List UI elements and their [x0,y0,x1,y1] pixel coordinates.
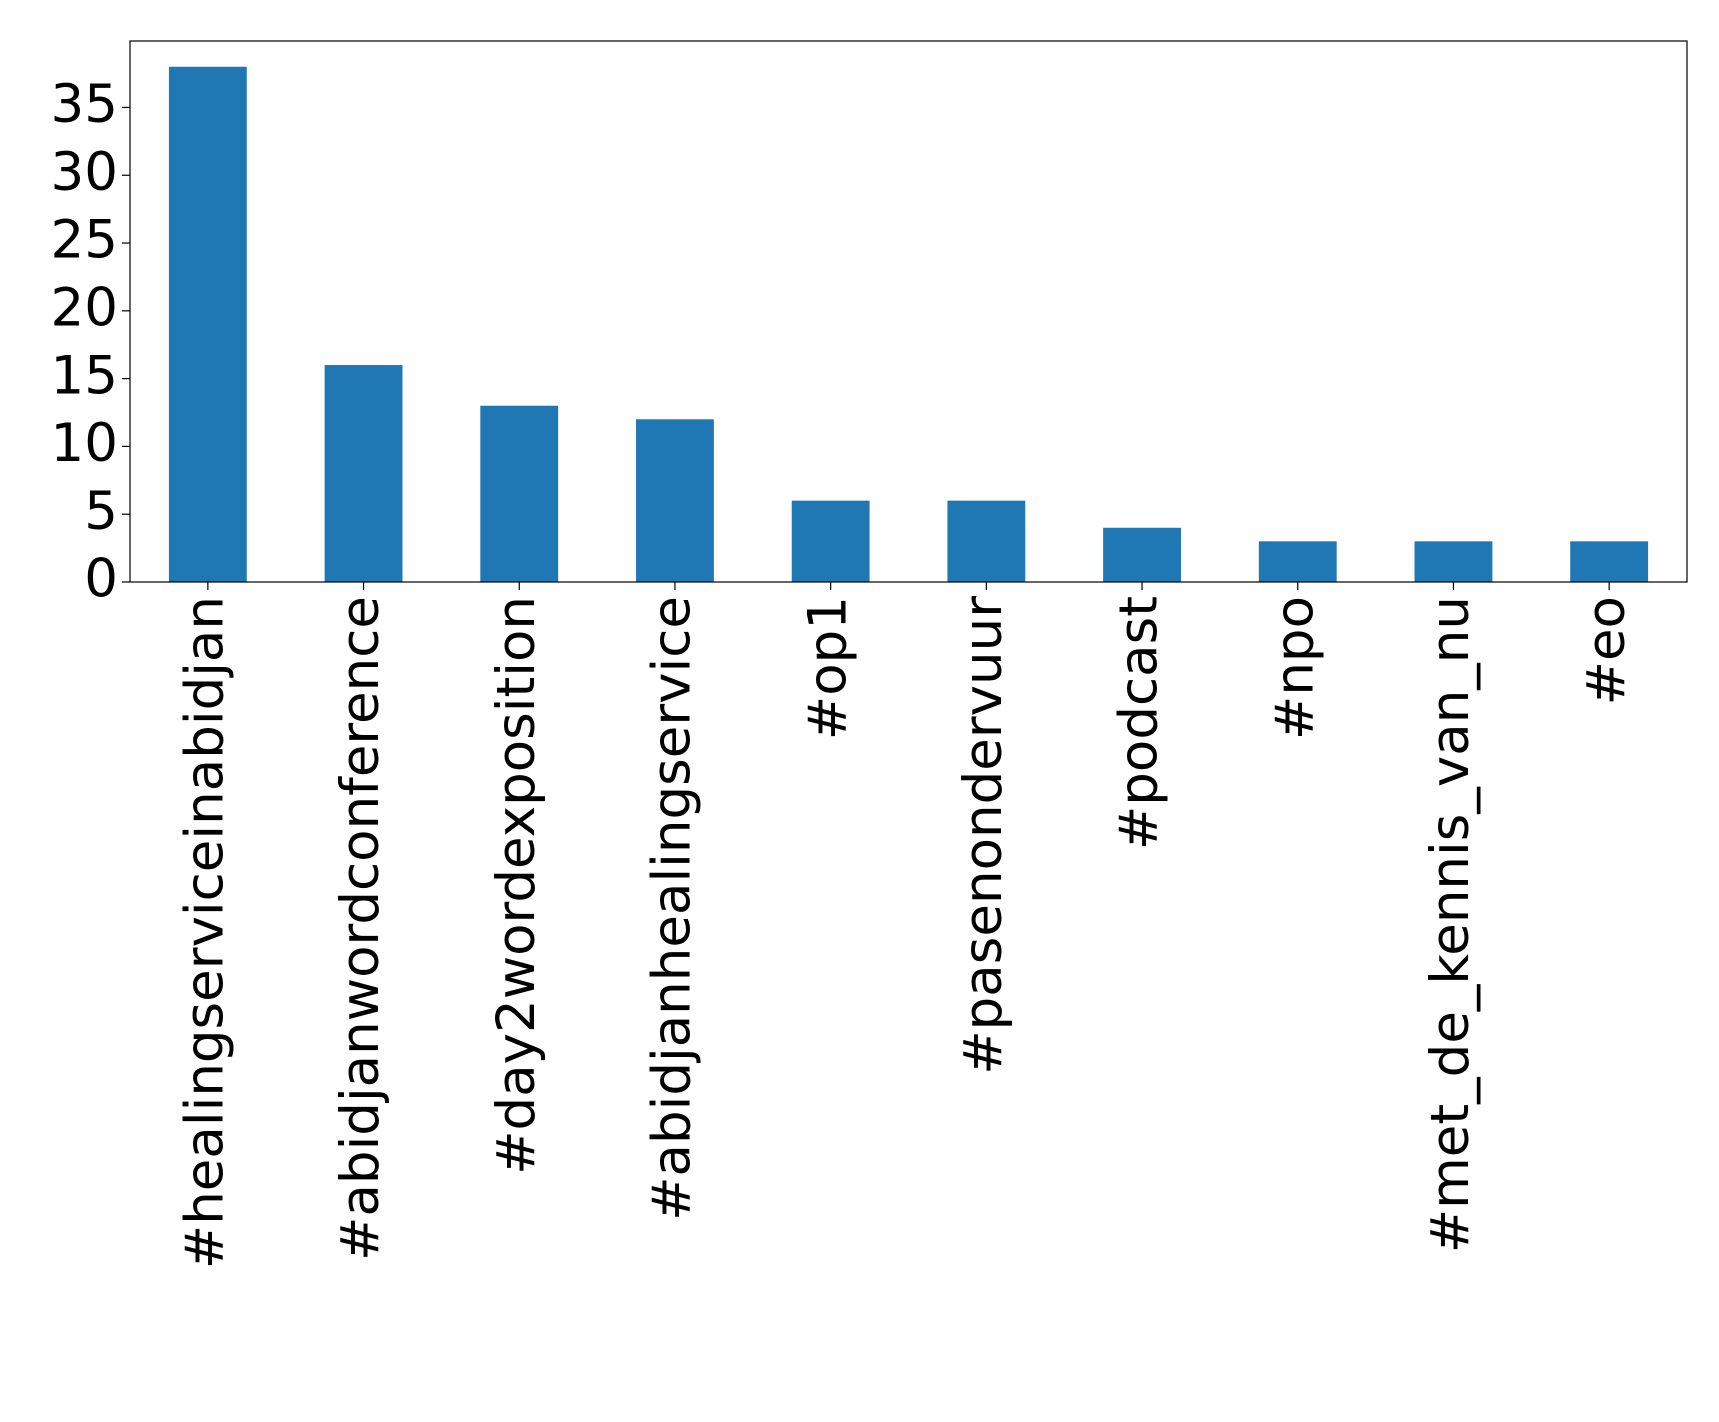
bar [947,500,1026,582]
x-tick-label: #met_de_kennis_van_nu [1420,596,1481,1253]
y-tick-label: 15 [51,345,118,406]
axes-frame [129,40,1688,583]
y-tick-label: 25 [51,210,118,271]
x-tick-label: #op1 [797,596,858,740]
x-tick-label: #abidjanhealingservice [642,596,703,1221]
x-tick-label: #day2wordexposition [486,596,547,1175]
bar [1570,541,1649,582]
bar [636,419,714,582]
y-tick-label: 35 [51,74,118,135]
y-tick-label: 0 [84,549,118,610]
y-tick-label: 10 [51,413,118,474]
bar [1103,527,1181,582]
x-tick-label: #eo [1576,596,1637,705]
bar [791,500,870,582]
x-tick-label: #pasenondervuur [953,596,1014,1075]
bar [1414,541,1493,582]
x-tick-label: #healingserviceinabidjan [174,596,235,1269]
bar [324,365,403,582]
bar [1258,541,1337,582]
bar [480,405,559,582]
y-tick-label: 30 [51,142,118,203]
x-tick-label: #podcast [1109,596,1170,850]
x-tick-label: #abidjanwordconference [330,596,391,1261]
bar [168,66,247,582]
x-tick-label: #npo [1264,596,1325,740]
y-tick-label: 20 [51,277,118,338]
y-tick-label: 5 [84,481,118,542]
